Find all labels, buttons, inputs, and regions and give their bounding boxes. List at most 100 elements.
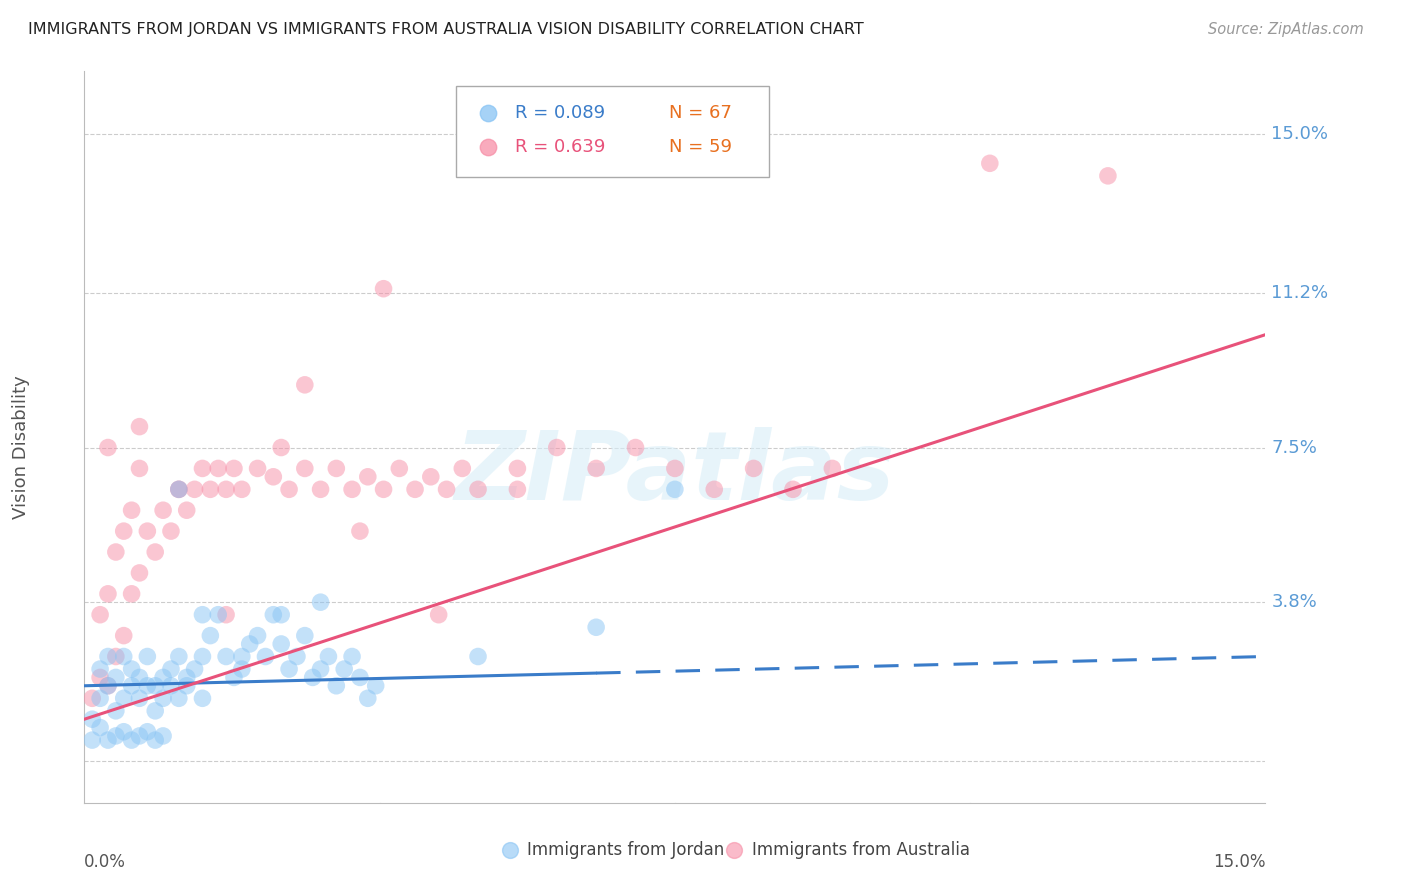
Point (128, 729, 150, 743)
Point (97, 679, 120, 693)
Point (246, 629, 269, 643)
Point (128, 461, 150, 475)
Point (97, 441, 120, 455)
Point (143, 679, 166, 693)
Point (89, 721, 111, 735)
Point (152, 503, 174, 517)
Point (357, 470, 380, 484)
Point (388, 461, 411, 475)
Point (506, 483, 529, 497)
Text: 15.0%: 15.0% (1271, 125, 1329, 143)
Point (136, 679, 159, 693)
Point (301, 670, 323, 684)
Point (112, 724, 135, 739)
Point (262, 470, 284, 484)
Point (278, 662, 301, 676)
Point (294, 629, 316, 643)
Point (278, 483, 301, 497)
Point (167, 483, 190, 497)
Point (294, 461, 316, 475)
Text: IMMIGRANTS FROM JORDAN VS IMMIGRANTS FROM AUSTRALIA VISION DISABILITY CORRELATIO: IMMIGRANTS FROM JORDAN VS IMMIGRANTS FRO… (28, 22, 863, 37)
Point (215, 483, 238, 497)
Point (191, 461, 214, 475)
Text: Source: ZipAtlas.com: Source: ZipAtlas.com (1208, 22, 1364, 37)
Point (703, 483, 725, 497)
Point (318, 649, 340, 664)
Point (112, 649, 135, 664)
Point (89, 691, 111, 706)
Point (467, 483, 489, 497)
Point (121, 587, 143, 601)
Point (624, 441, 647, 455)
Text: R = 0.639: R = 0.639 (516, 137, 606, 156)
Point (143, 704, 166, 718)
Point (176, 670, 198, 684)
Point (821, 461, 844, 475)
Point (325, 461, 347, 475)
Point (340, 649, 363, 664)
Point (207, 461, 229, 475)
Point (191, 691, 214, 706)
Point (270, 607, 292, 622)
Point (104, 704, 127, 718)
Point (262, 607, 284, 622)
Point (285, 649, 308, 664)
Point (97, 649, 120, 664)
Point (585, 461, 607, 475)
FancyBboxPatch shape (457, 86, 769, 178)
Text: Immigrants from Australia: Immigrants from Australia (752, 841, 970, 859)
Point (231, 649, 253, 664)
Point (309, 662, 332, 676)
Point (215, 607, 238, 622)
Point (152, 670, 174, 684)
Point (742, 461, 765, 475)
Point (167, 483, 190, 497)
Text: Vision Disability: Vision Disability (13, 376, 31, 519)
Point (1097, 169, 1119, 183)
Point (191, 649, 214, 664)
Text: N = 59: N = 59 (669, 137, 733, 156)
Point (333, 662, 356, 676)
Point (270, 441, 292, 455)
Point (82, 712, 104, 726)
Point (585, 620, 607, 634)
Point (200, 483, 222, 497)
Point (506, 461, 529, 475)
Point (349, 524, 371, 538)
Point (664, 461, 686, 475)
Point (121, 679, 143, 693)
Point (104, 670, 127, 684)
Point (200, 629, 222, 643)
Point (136, 724, 159, 739)
Point (254, 649, 277, 664)
Point (136, 524, 159, 538)
Point (97, 587, 120, 601)
Point (364, 679, 387, 693)
Point (89, 607, 111, 622)
Point (222, 461, 245, 475)
Text: 7.5%: 7.5% (1271, 439, 1317, 457)
Point (782, 483, 804, 497)
Point (112, 629, 135, 643)
Point (112, 524, 135, 538)
Point (404, 483, 426, 497)
Point (136, 649, 159, 664)
Point (121, 503, 143, 517)
Point (160, 524, 183, 538)
Point (451, 461, 474, 475)
Point (104, 649, 127, 664)
Point (664, 483, 686, 497)
Point (231, 483, 253, 497)
Point (294, 377, 316, 392)
Point (167, 691, 190, 706)
Point (89, 662, 111, 676)
Point (176, 679, 198, 693)
Point (191, 607, 214, 622)
Point (128, 419, 150, 434)
Point (246, 461, 269, 475)
Point (104, 729, 127, 743)
Point (239, 637, 262, 651)
Text: ZIPatlas: ZIPatlas (454, 427, 896, 520)
Point (325, 679, 347, 693)
Point (143, 733, 166, 747)
